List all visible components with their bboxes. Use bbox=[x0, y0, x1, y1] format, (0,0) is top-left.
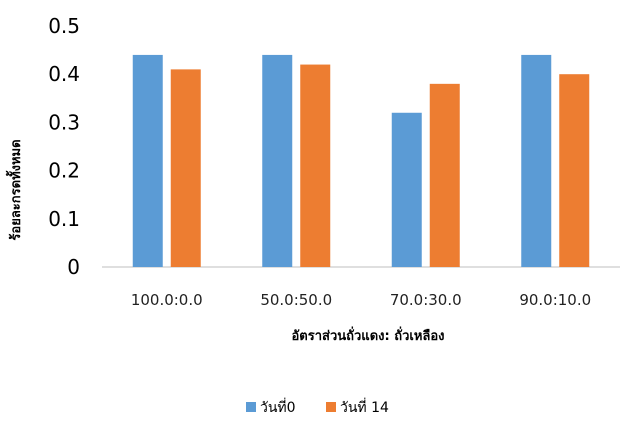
y-tick-label: 0.3 bbox=[48, 110, 80, 134]
legend-label: วันที่ 14 bbox=[340, 398, 389, 416]
bar bbox=[391, 112, 422, 267]
bar bbox=[300, 64, 331, 267]
y-tick-label: 0 bbox=[67, 255, 80, 279]
bar bbox=[262, 54, 293, 267]
bar bbox=[559, 74, 590, 267]
x-tick-label: 50.0:50.0 bbox=[260, 291, 332, 309]
legend-label: วันที่0 bbox=[260, 398, 296, 416]
bar bbox=[521, 54, 552, 267]
y-axis: 0 0.1 0.2 0.3 0.4 0.5 bbox=[48, 14, 80, 279]
x-axis-label: อัตราส่วนถั่วแดง: ถั่วเหลือง bbox=[291, 326, 444, 344]
y-axis-label: ร้อยละกรดทั้งหมด bbox=[5, 139, 24, 240]
bar bbox=[429, 83, 460, 267]
x-axis: 100.0:0.0 50.0:50.0 70.0:30.0 90.0:10.0 bbox=[102, 266, 620, 309]
x-tick-label: 90.0:10.0 bbox=[519, 291, 591, 309]
x-tick-label: 100.0:0.0 bbox=[131, 291, 203, 309]
legend-swatch bbox=[246, 402, 256, 412]
legend: วันที่0 วันที่ 14 bbox=[246, 398, 389, 416]
x-tick-label: 70.0:30.0 bbox=[390, 291, 462, 309]
y-tick-label: 0.2 bbox=[48, 159, 80, 183]
bars bbox=[132, 54, 590, 267]
y-tick-label: 0.4 bbox=[48, 62, 80, 86]
y-tick-label: 0.5 bbox=[48, 14, 80, 38]
bar bbox=[170, 69, 201, 267]
bar bbox=[132, 54, 163, 267]
y-tick-label: 0.1 bbox=[48, 207, 80, 231]
legend-swatch bbox=[326, 402, 336, 412]
